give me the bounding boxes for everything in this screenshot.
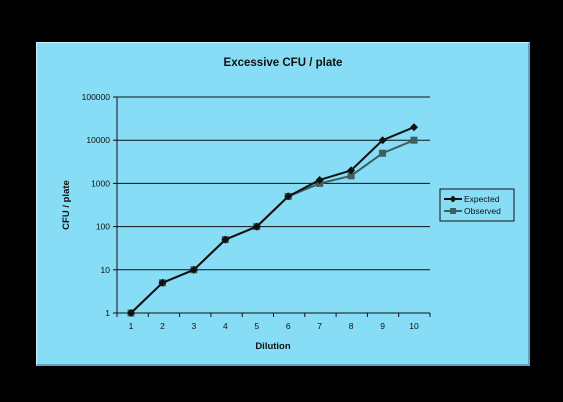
data-point (189, 265, 198, 274)
legend-box (439, 188, 515, 222)
data-point (378, 136, 387, 145)
legend-label: Observed (464, 206, 501, 216)
x-tick-label: 5 (254, 321, 259, 331)
y-tick-label: 1000 (91, 178, 110, 188)
series-group (127, 123, 418, 317)
chart-panel-border (36, 42, 530, 366)
chart-title: Excessive CFU / plate (224, 57, 343, 69)
x-tick-label: 4 (223, 321, 228, 331)
x-tick-label: 7 (317, 321, 322, 331)
x-tick-label: 8 (349, 321, 354, 331)
y-tick-label: 1 (105, 308, 110, 318)
data-point (284, 192, 293, 201)
data-point (410, 123, 418, 132)
x-tick-label: 3 (192, 321, 197, 331)
data-point (347, 166, 356, 175)
y-axis-label: CFU / plate (61, 180, 72, 230)
data-point (347, 172, 355, 180)
data-point (158, 278, 167, 287)
data-point (410, 136, 418, 144)
data-point (221, 235, 230, 244)
axes (116, 97, 431, 317)
legend-item-expected: Expected (444, 194, 500, 204)
legend-marker (450, 208, 456, 214)
legend-marker (449, 195, 457, 203)
x-tick-label: 2 (160, 321, 165, 331)
data-point (379, 149, 387, 157)
series-line-expected (130, 126, 415, 314)
y-tick-labels: 1 10 100 1000 10000 100000 (82, 92, 111, 318)
data-point (252, 222, 261, 231)
gridlines (113, 96, 430, 314)
legend-item-observed: Observed (444, 206, 501, 216)
x-tick-label: 10 (409, 321, 419, 331)
y-tick-label: 100 (96, 222, 110, 232)
legend-label: Expected (464, 194, 500, 204)
data-point (315, 175, 324, 184)
x-axis-label: Dilution (255, 341, 291, 352)
y-tick-label: 100000 (82, 92, 111, 102)
x-tick-labels: 1 2 3 4 5 6 7 8 9 10 (129, 321, 419, 331)
legend: Expected Observed (439, 188, 515, 222)
data-point (127, 309, 135, 317)
x-tick-label: 6 (286, 321, 291, 331)
x-tick-label: 1 (129, 321, 134, 331)
y-tick-label: 10000 (86, 135, 110, 145)
y-tick-label: 10 (101, 265, 111, 275)
x-tick-label: 9 (380, 321, 385, 331)
series-expected (127, 123, 418, 317)
plot-area (117, 97, 430, 313)
